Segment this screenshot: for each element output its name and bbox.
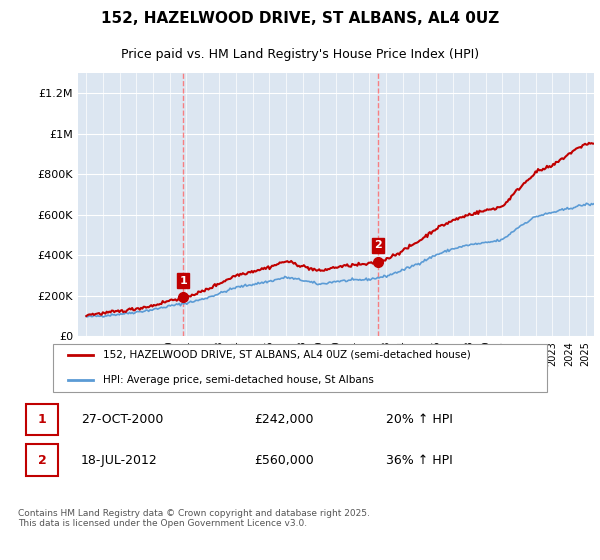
Text: £560,000: £560,000 — [254, 454, 314, 466]
Text: Price paid vs. HM Land Registry's House Price Index (HPI): Price paid vs. HM Land Registry's House … — [121, 48, 479, 61]
Text: 2: 2 — [38, 454, 46, 466]
Text: Contains HM Land Registry data © Crown copyright and database right 2025.
This d: Contains HM Land Registry data © Crown c… — [18, 509, 370, 529]
FancyBboxPatch shape — [53, 344, 547, 392]
FancyBboxPatch shape — [26, 404, 58, 435]
Text: 27-OCT-2000: 27-OCT-2000 — [81, 413, 163, 426]
Text: 1: 1 — [38, 413, 46, 426]
Text: 152, HAZELWOOD DRIVE, ST ALBANS, AL4 0UZ: 152, HAZELWOOD DRIVE, ST ALBANS, AL4 0UZ — [101, 11, 499, 26]
Text: 36% ↑ HPI: 36% ↑ HPI — [386, 454, 453, 466]
Text: 152, HAZELWOOD DRIVE, ST ALBANS, AL4 0UZ (semi-detached house): 152, HAZELWOOD DRIVE, ST ALBANS, AL4 0UZ… — [103, 350, 471, 360]
Text: 18-JUL-2012: 18-JUL-2012 — [81, 454, 158, 466]
Text: £242,000: £242,000 — [254, 413, 313, 426]
Text: HPI: Average price, semi-detached house, St Albans: HPI: Average price, semi-detached house,… — [103, 375, 374, 385]
Text: 20% ↑ HPI: 20% ↑ HPI — [386, 413, 453, 426]
Text: 1: 1 — [179, 276, 187, 286]
FancyBboxPatch shape — [26, 445, 58, 475]
Text: 2: 2 — [374, 240, 382, 250]
